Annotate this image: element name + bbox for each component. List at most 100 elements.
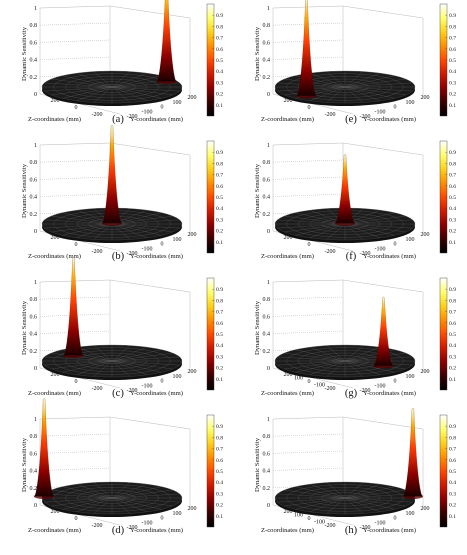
surface-mesh: [42, 482, 182, 514]
z-axis-ticks: 1 0.8 0.6 0.4 0.2 0: [30, 280, 38, 372]
y-coord-tick: 200: [188, 369, 197, 375]
colorbar-tick: 0.9: [216, 287, 223, 293]
y-coord-ticks: -200 -100 0 100 200: [127, 506, 197, 531]
colorbar-tick: 0.5: [449, 195, 456, 201]
z-tick: 1: [267, 143, 270, 149]
colorbar-tick: 0.2: [216, 92, 223, 98]
z-tick: 0: [34, 229, 37, 235]
y-coord-tick: -100: [375, 383, 386, 389]
colorbar-tick: 0.7: [449, 36, 456, 42]
y-coord-tick: -200: [127, 251, 138, 257]
y2-axis-label: Y-coordinates (mm): [130, 390, 183, 397]
z-tick: 1: [267, 6, 270, 12]
z-tick: 0: [267, 229, 270, 235]
z-tick: 0.6: [30, 314, 38, 320]
colorbar-tick: 0.8: [216, 435, 223, 441]
z-tick: 0.2: [263, 75, 271, 81]
x-axis-label: Z-coordinates (mm): [261, 116, 314, 123]
colorbar-tick: 0.1: [449, 103, 456, 109]
z-tick: 1: [34, 417, 37, 423]
z-tick: 0.4: [263, 58, 271, 64]
y-axis-label: Dynamic Sensitivity: [21, 437, 28, 492]
y-coord-tick: 200: [421, 369, 430, 375]
z-coord-tick: 0: [308, 379, 311, 385]
colorbar-tick: 0.3: [216, 80, 223, 86]
z-coord-tick: 200: [51, 98, 60, 104]
z-axis-ticks: 1 0.8 0.6 0.4 0.2 0: [263, 143, 271, 235]
z-coord-tick: 200: [51, 372, 60, 378]
y-coord-tick: -100: [142, 109, 153, 115]
z-coord-tick: 200: [51, 235, 60, 241]
z-tick: 0.6: [30, 40, 38, 46]
y-coord-ticks: -200 -100 0 100 200: [360, 232, 430, 257]
z-coord-tick: 200: [284, 98, 293, 104]
y-axis-label: Dynamic Sensitivity: [254, 300, 261, 355]
z-coord-tick: 0: [75, 242, 78, 248]
colorbar: 0.9 0.8 0.7 0.6 0.5 0.4 0.3 0.2 0.1: [439, 140, 456, 254]
sensitivity-peak: [102, 125, 122, 224]
colorbar-tick: 0.9: [449, 424, 456, 430]
colorbar-tick: 0.9: [216, 13, 223, 19]
z-coord-ticks: 200 0 -200: [284, 235, 336, 255]
z-coord-tick: 0: [75, 379, 78, 385]
y-coord-tick: -200: [360, 388, 371, 394]
colorbar-tick: 0.6: [216, 47, 223, 53]
y-coord-tick: 0: [161, 242, 164, 248]
panel-caption: (h): [345, 525, 358, 536]
y-coord-ticks: -200 -100 0 100 200: [127, 95, 197, 120]
panel-caption: (c): [112, 388, 124, 399]
y-coord-tick: -100: [142, 520, 153, 526]
z-tick: 0.8: [263, 297, 271, 303]
colorbar-tick: 0.5: [449, 469, 456, 475]
z-tick: 1: [267, 280, 270, 286]
panel-caption: (a): [112, 114, 124, 125]
z-tick: 0.2: [30, 486, 38, 492]
z-coord-tick: 0: [308, 105, 311, 111]
z-tick: 0.8: [30, 297, 38, 303]
colorbar-tick: 0.8: [449, 435, 456, 441]
colorbar-tick: 0.4: [449, 343, 456, 349]
surface-mesh: [42, 345, 182, 377]
x-axis-label: Z-coordinates (mm): [261, 527, 314, 534]
z-tick: 0.4: [30, 332, 38, 338]
y-coord-tick: 100: [406, 374, 415, 380]
z-tick: 0: [34, 92, 37, 98]
y-coord-tick: 200: [421, 95, 430, 101]
z-tick: 0.6: [263, 40, 271, 46]
y-axis-label: Dynamic Sensitivity: [21, 300, 28, 355]
y-axis-label: Dynamic Sensitivity: [254, 437, 261, 492]
y-coord-tick: -200: [127, 525, 138, 531]
y-coord-tick: 100: [406, 237, 415, 243]
colorbar: 0.9 0.8 0.7 0.6 0.5 0.4 0.3 0.2 0.1: [439, 3, 456, 117]
z-coord-ticks: 200 0 -200: [284, 98, 336, 118]
z-tick: 0.4: [30, 469, 38, 475]
z-coord-tick: 200: [51, 509, 60, 515]
colorbar-tick: 0.3: [216, 354, 223, 360]
z-tick: 0.2: [30, 349, 38, 355]
colorbar-tick: 0.1: [216, 240, 223, 246]
colorbar-tick: 0.8: [216, 24, 223, 30]
z-coord-tick: -200: [92, 386, 103, 392]
colorbar-tick: 0.5: [216, 469, 223, 475]
sensitivity-surface: [33, 398, 183, 517]
y-coord-tick: 0: [394, 379, 397, 385]
colorbar-tick: 0.9: [216, 424, 223, 430]
y2-axis-label: Y-coordinates (mm): [363, 527, 416, 534]
colorbar-tick: 0.3: [449, 80, 456, 86]
z-coord-tick: -200: [325, 112, 336, 118]
panel-caption: (d): [112, 525, 125, 536]
y-coord-tick: 100: [173, 100, 182, 106]
z-tick: 0.6: [263, 177, 271, 183]
colorbar-tick: 0.1: [449, 377, 456, 383]
colorbar-tick: 0.6: [216, 184, 223, 190]
y-axis-label: Dynamic Sensitivity: [21, 163, 28, 218]
colorbar-tick: 0.2: [449, 366, 456, 372]
z-tick: 0.2: [263, 486, 271, 492]
colorbar-tick: 0.4: [216, 343, 223, 349]
z-tick: 0.4: [30, 195, 38, 201]
panel-caption: (g): [345, 388, 358, 399]
colorbar-tick: 0.1: [449, 514, 456, 520]
